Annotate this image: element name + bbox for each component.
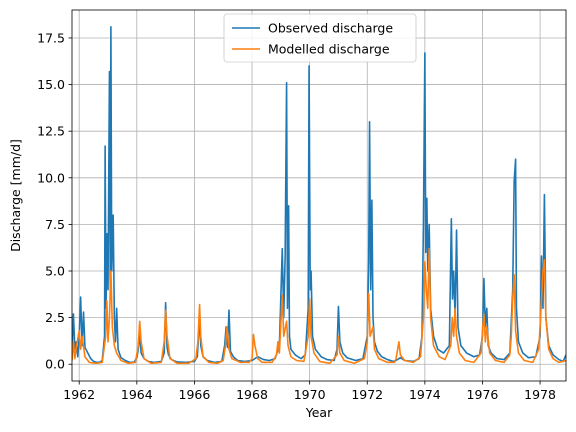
y-tick-label: 7.5	[45, 217, 65, 232]
x-tick-label: 1968	[236, 387, 268, 402]
x-tick-label: 1962	[63, 387, 95, 402]
y-tick-label: 0.0	[45, 357, 65, 372]
series-layer	[72, 25, 566, 365]
y-axis-label: Discharge [mm/d]	[8, 139, 23, 252]
y-tick-label: 17.5	[37, 30, 65, 45]
y-tick-label: 2.5	[45, 310, 65, 325]
x-axis-ticks: 1962 1964 1966 1968 1970 1972 1974 1976 1978	[63, 381, 556, 402]
x-tick-label: 1970	[294, 387, 326, 402]
x-tick-label: 1972	[351, 387, 383, 402]
x-tick-label: 1974	[409, 387, 441, 402]
series-line-observed	[72, 25, 566, 364]
legend: Observed discharge Modelled discharge	[223, 13, 417, 63]
x-tick-label: 1978	[524, 387, 556, 402]
x-tick-label: 1966	[179, 387, 211, 402]
legend-label: Modelled discharge	[268, 42, 390, 57]
legend-box	[223, 13, 417, 63]
y-tick-label: 10.0	[37, 170, 65, 185]
x-tick-label: 1976	[467, 387, 499, 402]
x-tick-label: 1964	[121, 387, 153, 402]
series-line-modelled	[72, 247, 566, 365]
x-axis-label: Year	[305, 405, 333, 420]
y-tick-label: 15.0	[37, 77, 65, 92]
y-tick-label: 12.5	[37, 124, 65, 139]
y-tick-label: 5.0	[45, 264, 65, 279]
legend-label: Observed discharge	[268, 21, 393, 36]
grid-lines	[72, 10, 566, 381]
y-axis-ticks: 0.0 2.5 5.0 7.5 10.0 12.5 15.0 17.5	[37, 30, 72, 372]
plot-frame	[71, 9, 567, 382]
